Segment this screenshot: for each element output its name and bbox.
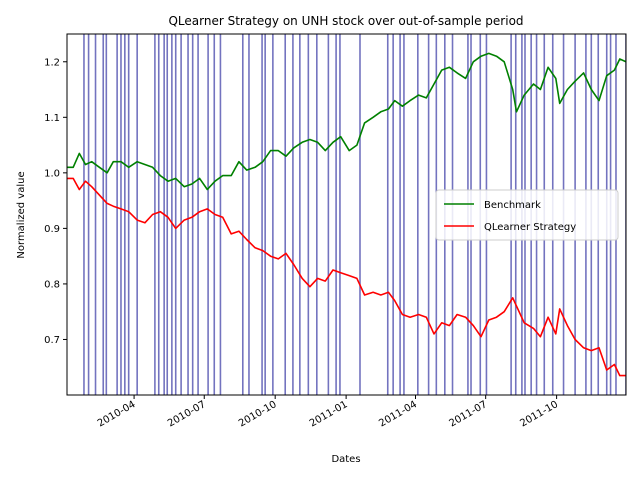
legend-label-benchmark: Benchmark [484,200,541,211]
legend-label-qlearner: QLearner Strategy [484,222,576,233]
trade-lines [83,34,626,395]
legend: Benchmark QLearner Strategy [435,189,619,241]
y-tick-label: 1.1 [44,113,60,124]
x-axis-label: Dates [331,454,360,465]
chart-title: QLearner Strategy on UNH stock over out-… [168,14,523,28]
y-tick-label: 1.0 [44,168,60,179]
y-axis: 0.7 0.8 0.9 1.0 1.1 1.2 [44,57,67,346]
legend-box [435,189,619,241]
y-tick-label: 0.7 [44,335,60,346]
y-tick-label: 0.8 [44,279,60,290]
series-line-qlearner [67,177,626,377]
series-lines [67,52,626,377]
y-tick-label: 1.2 [44,57,60,68]
y-tick-label: 0.9 [44,224,60,235]
series-line-benchmark [67,52,626,191]
y-axis-label: Normalized value [16,171,27,258]
